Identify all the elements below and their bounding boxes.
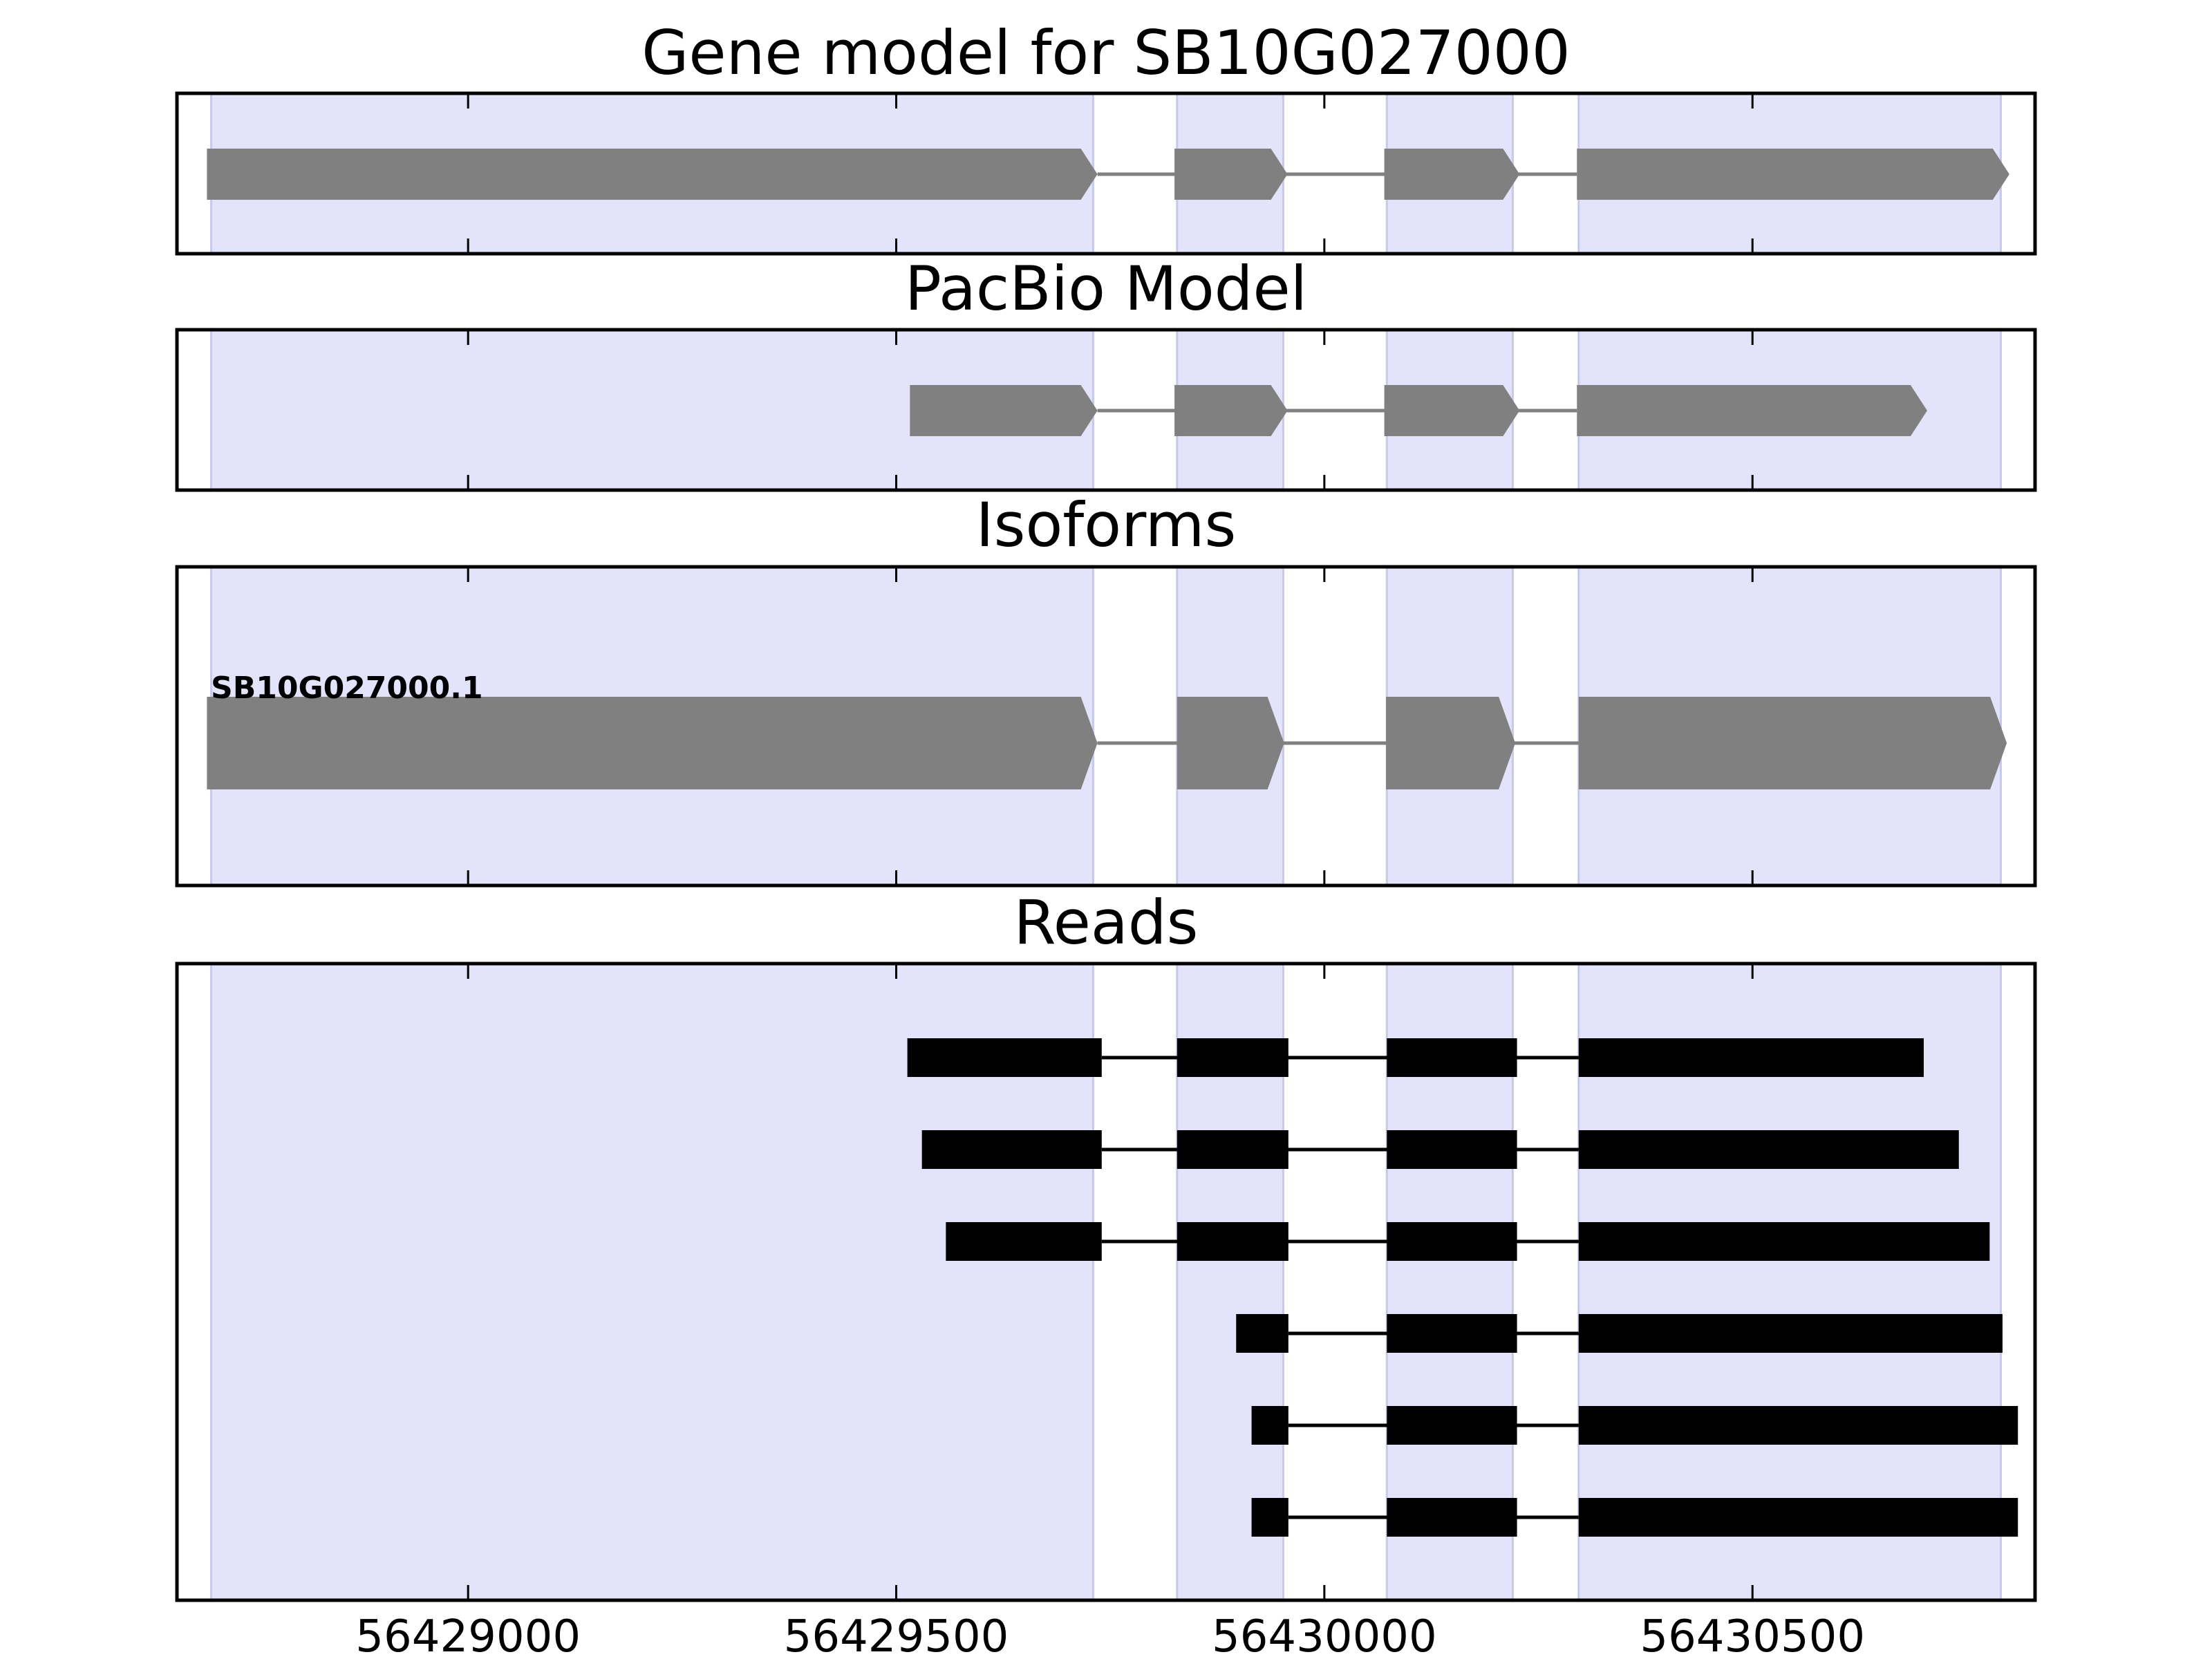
read-exon-block <box>1387 1406 1517 1445</box>
read-exon-block <box>1387 1314 1517 1353</box>
panel-pacbio-model: PacBio Model <box>175 253 2037 492</box>
x-tick-label: 56429000 <box>355 1611 581 1659</box>
panel-frame <box>175 91 2037 256</box>
exon-arrow <box>1174 149 1288 200</box>
x-axis-tick-labels: 56429000 56429500 56430000 56430500 <box>355 1611 1865 1659</box>
read-exon-block <box>1578 1130 1959 1169</box>
exon-arrow <box>1384 385 1520 436</box>
panel-isoforms: Isoforms SB10G027000.1 <box>175 489 2037 888</box>
isoform-label: SB10G027000.1 <box>211 671 483 706</box>
read-exon-block <box>921 1130 1102 1169</box>
exon-arrow <box>1577 385 1927 436</box>
panel-title-gene-model: Gene model for SB10G027000 <box>641 17 1571 88</box>
panel-frame <box>175 962 2037 1602</box>
exon-arrow <box>1174 385 1288 436</box>
exon-arrow <box>1384 149 1520 200</box>
panel-title-reads: Reads <box>1014 887 1199 958</box>
panel-title-isoforms: Isoforms <box>976 489 1237 561</box>
read-exon-block <box>1387 1130 1517 1169</box>
x-tick-label: 56430000 <box>1212 1611 1437 1659</box>
read-exon-block <box>1578 1498 2018 1537</box>
panel-frame <box>175 328 2037 492</box>
panel-reads: Reads <box>175 887 2037 1602</box>
read-exon-block <box>1177 1130 1288 1169</box>
read-exon-block <box>1177 1038 1288 1077</box>
exon-arrow <box>207 697 1098 789</box>
exon-arrow <box>1386 697 1516 789</box>
read-exon-block <box>1578 1038 1924 1077</box>
exon-arrow <box>1577 149 2009 200</box>
read-exon-block <box>1251 1406 1288 1445</box>
read-exon-block <box>1387 1038 1517 1077</box>
read-exon-block <box>907 1038 1102 1077</box>
read-exon-block <box>1236 1314 1288 1353</box>
panel-frame <box>175 565 2037 888</box>
read-exon-block <box>946 1222 1102 1261</box>
exon-arrow <box>207 149 1098 200</box>
read-exon-block <box>1578 1222 1990 1261</box>
read-exon-block <box>1578 1314 2003 1353</box>
x-tick-label: 56429500 <box>784 1611 1009 1659</box>
exon-arrow <box>910 385 1098 436</box>
panel-gene-model: Gene model for SB10G027000 <box>175 17 2037 256</box>
read-exon-block <box>1578 1406 2018 1445</box>
read-exon-block <box>1387 1222 1517 1261</box>
read-exon-block <box>1177 1222 1288 1261</box>
exon-arrow <box>1177 697 1284 789</box>
exon-arrow <box>1578 697 2007 789</box>
read-exon-block <box>1387 1498 1517 1537</box>
read-exon-block <box>1251 1498 1288 1537</box>
panel-title-pacbio-model: PacBio Model <box>905 253 1307 324</box>
x-tick-label: 56430500 <box>1640 1611 1865 1659</box>
